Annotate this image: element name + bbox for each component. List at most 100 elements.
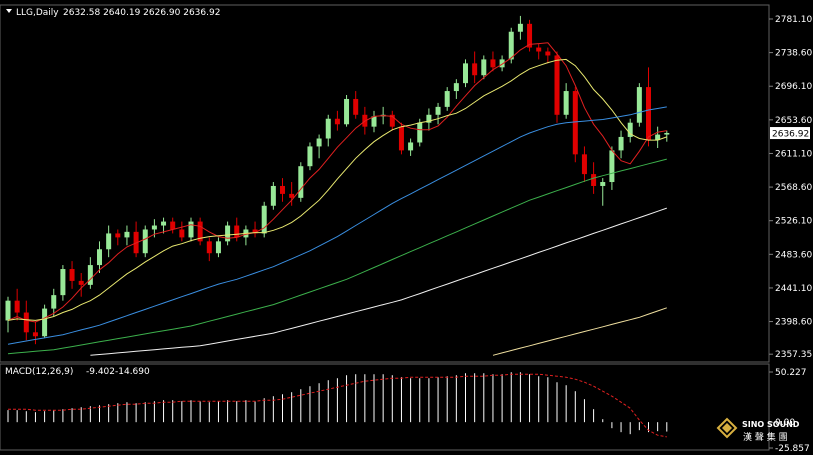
candle [554,51,560,123]
candle [215,237,221,258]
brand-en: SINO SOUND [742,420,800,429]
candle [481,55,487,80]
ma-line-ma60 [90,207,667,356]
macd-signal-value: -14.690 [115,367,150,377]
candle [197,217,203,246]
candle [243,225,249,246]
candle [627,118,633,143]
candle [97,241,102,273]
ma-line-ma40 [7,158,667,355]
candle [618,130,624,159]
candle [444,87,450,111]
ohlc-values: 2632.58 2640.19 2626.90 2636.92 [63,8,220,18]
macd-histogram-layer [7,372,668,438]
candle [87,257,93,289]
candle [170,217,176,234]
candle [179,221,185,242]
candle [32,322,38,345]
candle [78,272,84,297]
price-tick-label: 2611.10 [775,149,812,159]
candle [225,221,231,246]
candle [664,130,670,142]
macd-label: MACD(12,26,9) [5,367,73,377]
macd-axis: 50.227 0.00 -25.857 [769,368,810,454]
candle [188,217,194,242]
candle [270,182,276,210]
current-price-tag: 2636.92 [770,127,810,140]
candle [371,110,377,133]
candle [527,19,533,52]
price-tick-label: 2398.60 [775,318,812,328]
price-tick-label: 2483.60 [775,250,812,260]
candle [69,261,75,289]
ma-line-ma5 [7,42,667,323]
candle [280,178,285,202]
macd-pane-frame [0,363,770,451]
candle [353,91,359,119]
candle [490,51,496,72]
candle [5,296,11,333]
price-tick-label: 2526.10 [775,217,812,227]
candle [609,146,615,190]
price-tick-label: 2696.10 [775,82,812,92]
price-tick-label: 2781.10 [775,15,812,25]
candle [646,67,651,147]
candle [581,146,587,183]
candle [60,265,66,301]
macd-tick-label: 0.00 [775,418,795,428]
macd-tick-label: 50.227 [775,368,807,378]
candle [636,83,642,127]
candle [389,110,395,131]
price-tick-label: 2738.60 [775,49,812,59]
macd-tick-label: -25.857 [775,444,810,454]
candle [417,118,423,147]
symbol-label: LLG,Daily [16,8,59,18]
price-axis: 2781.10 2738.60 2696.10 2653.60 2611.10 2568.… [769,15,812,360]
candle [472,51,478,84]
candle [289,182,295,206]
candle [536,43,542,60]
ma-line-ma20 [7,106,667,345]
candle [563,83,569,119]
candle [115,229,121,246]
price-tick-label: 2441.10 [775,284,812,294]
candle [161,217,167,234]
candle [344,95,350,127]
candle [307,142,313,171]
candle [655,126,661,149]
macd-header: MACD(12,26,9) -9.402 -14.690 [5,367,150,377]
candle [261,201,267,238]
candle [334,110,340,131]
candle [206,237,212,262]
brand-cn: 漢 聲 集 團 [743,431,788,443]
candle [106,225,112,258]
candle [142,225,148,258]
price-tick-label: 2357.35 [775,350,812,360]
symbol-header: LLG,Daily 2632.58 2640.19 2626.90 2636.9… [6,8,220,18]
moving-averages-layer [7,42,667,356]
candle [435,102,441,125]
candle [133,221,139,258]
candle [426,108,432,131]
price-tick-label: 2653.60 [775,116,812,126]
candles-layer [5,15,670,345]
candle [124,225,130,246]
price-tick-label: 2568.60 [775,183,812,193]
candle [298,162,304,202]
candle [316,134,322,159]
candle [408,138,414,156]
sino-sound-logo: SINO SOUND 漢 聲 集 團 [716,417,800,443]
candle [453,79,459,99]
candle [545,47,551,64]
candle [252,221,258,238]
candle [398,122,404,155]
candle [499,55,505,72]
macd-value: -9.402 [86,367,115,377]
candle [463,59,468,88]
candle [51,288,57,317]
candle [42,304,48,338]
candle [600,178,606,206]
dropdown-triangle-icon[interactable] [6,9,12,13]
candle [517,15,523,40]
